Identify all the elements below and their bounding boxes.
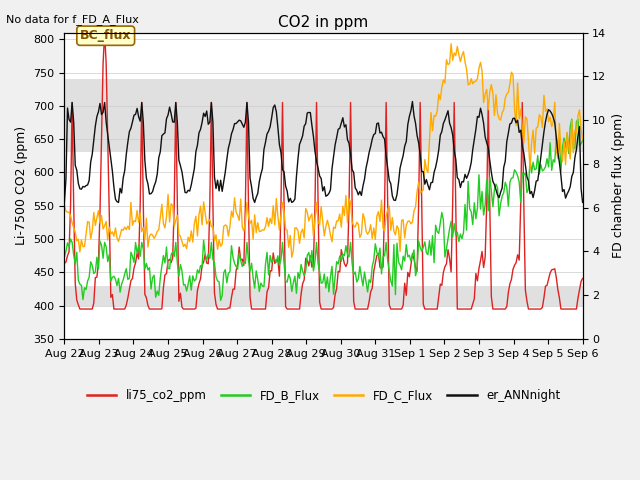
Text: BC_flux: BC_flux xyxy=(80,29,131,42)
Y-axis label: Li-7500 CO2 (ppm): Li-7500 CO2 (ppm) xyxy=(15,126,28,245)
Y-axis label: FD chamber flux (ppm): FD chamber flux (ppm) xyxy=(612,113,625,258)
Legend: li75_co2_ppm, FD_B_Flux, FD_C_Flux, er_ANNnight: li75_co2_ppm, FD_B_Flux, FD_C_Flux, er_A… xyxy=(82,384,565,407)
Bar xyxy=(65,79,582,153)
Text: No data for f_FD_A_Flux: No data for f_FD_A_Flux xyxy=(6,14,140,25)
Title: CO2 in ppm: CO2 in ppm xyxy=(278,15,369,30)
Bar xyxy=(65,286,582,306)
